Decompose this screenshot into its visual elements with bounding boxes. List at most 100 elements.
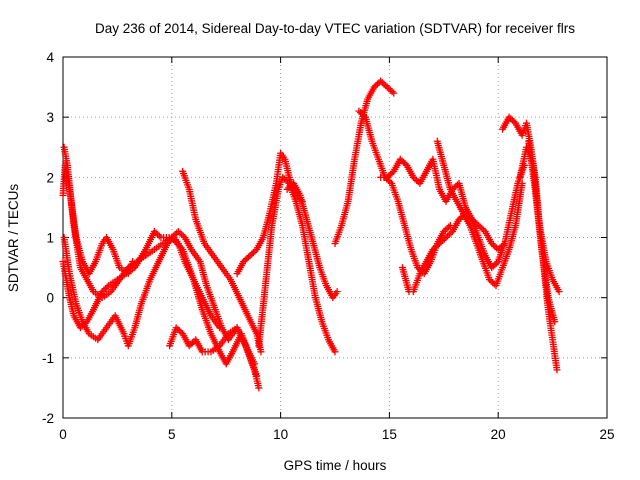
data-point-marker [378,79,386,87]
data-point-marker [518,179,526,187]
data-point-marker [386,170,394,178]
data-point-marker [505,113,513,121]
data-markers [59,77,563,392]
data-point-marker [360,112,368,120]
y-tick-label: 3 [46,110,54,125]
x-tick-label: 15 [382,427,397,442]
data-point-marker [489,279,497,287]
data-point-marker [372,82,380,90]
data-point-marker [493,259,501,267]
data-point-marker [440,235,448,243]
data-point-marker [445,223,453,231]
data-point-marker [285,184,293,192]
series-track-13 [398,161,528,296]
data-point-marker [450,184,458,192]
data-point-marker [508,116,516,124]
series-track-9 [283,179,341,302]
data-point-marker [357,109,365,117]
data-point-marker [240,258,248,266]
data-point-marker [172,324,180,332]
data-point-marker [383,83,391,91]
data-point-marker [241,256,249,264]
data-point-marker [355,107,363,115]
data-point-marker [398,157,406,165]
data-point-marker [476,223,484,231]
data-point-marker [185,342,193,350]
data-point-marker [98,288,106,296]
data-point-marker [435,240,443,248]
data-point-marker [282,176,290,184]
data-point-marker [487,277,495,285]
data-point-marker [331,348,339,356]
data-point-marker [178,230,186,238]
data-point-marker [455,215,463,223]
data-point-marker [154,230,162,238]
series-track-8 [255,173,339,356]
data-point-marker [386,86,394,94]
data-point-marker [163,240,171,248]
series-track-14 [433,137,526,290]
data-point-marker [507,115,515,123]
data-point-marker [251,247,259,255]
data-point-marker [494,246,502,254]
data-point-marker [100,286,108,294]
data-point-marker [283,185,291,193]
data-point-marker [434,241,442,249]
y-tick-label: 2 [46,170,54,185]
chart-title: Day 236 of 2014, Sidereal Day-to-day VTE… [95,21,575,36]
gridlines [63,57,607,418]
y-tick-label: 1 [46,231,54,246]
y-tick-label: -1 [42,351,54,366]
data-point-marker [377,77,385,85]
data-point-marker [177,328,185,336]
data-point-marker [551,318,559,326]
data-point-marker [413,176,421,184]
x-tick-label: 20 [491,427,506,442]
data-point-marker [480,226,488,234]
data-point-marker [386,178,394,186]
data-point-marker [491,243,499,251]
data-point-marker [245,253,253,261]
tick-labels: 0 5 10 15 20 25 -2 -1 0 1 2 3 4 [42,50,615,442]
data-point-marker [280,175,288,183]
data-point-marker [452,182,460,190]
data-point-marker [257,348,265,356]
series-track-6 [179,167,265,356]
data-point-marker [447,229,455,237]
data-point-marker [429,246,437,254]
data-point-marker [444,232,452,240]
y-tick-label: -2 [42,411,54,426]
data-point-marker [174,325,182,333]
data-point-marker [411,175,419,183]
data-point-marker [553,366,561,374]
data-point-marker [431,244,439,252]
data-point-marker [478,224,486,232]
series-track-10 [331,77,398,248]
data-point-marker [388,88,396,96]
data-point-marker [174,227,182,235]
data-point-marker [488,264,496,272]
data-point-marker [167,237,175,245]
data-point-marker [432,243,440,251]
data-point-marker [216,324,224,332]
data-point-marker [396,155,404,163]
data-point-marker [489,241,497,249]
data-point-marker [390,89,398,97]
data-point-marker [510,118,518,126]
data-point-marker [152,229,160,237]
series-track-1 [59,227,261,380]
data-point-marker [409,173,417,181]
data-point-marker [385,85,393,93]
data-point-marker [243,255,251,263]
data-point-marker [246,252,254,260]
data-point-marker [187,340,195,348]
data-point-marker [491,261,499,269]
data-point-marker [373,80,381,88]
y-tick-label: 0 [46,291,54,306]
data-point-marker [488,240,496,248]
x-tick-label: 5 [168,427,176,442]
data-point-marker [440,227,448,235]
data-point-marker [103,283,111,291]
data-point-marker [249,249,257,257]
